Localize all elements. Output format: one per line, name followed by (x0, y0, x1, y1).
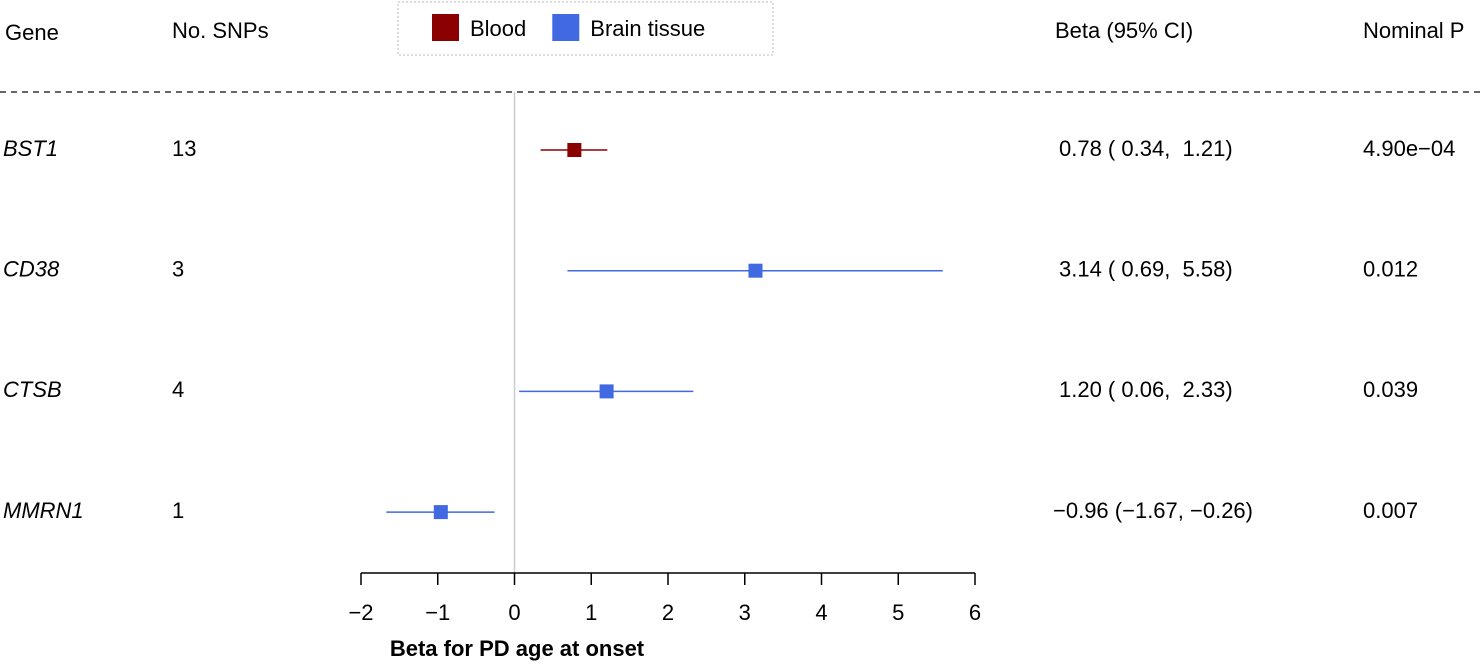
point-estimate (748, 263, 763, 278)
x-tick-label: 3 (739, 600, 751, 625)
legend-label: Brain tissue (590, 16, 705, 41)
legend-swatch (552, 14, 580, 41)
point-estimate (599, 384, 614, 399)
legend-swatch (432, 14, 459, 41)
x-tick-label: 4 (815, 600, 827, 625)
gene-label: MMRN1 (3, 498, 84, 523)
x-tick-label: −1 (425, 600, 450, 625)
x-tick-label: 5 (892, 600, 904, 625)
ci-label: 0.78 ( 0.34, 1.21) (1059, 136, 1233, 161)
ci-label: 1.20 ( 0.06, 2.33) (1059, 377, 1233, 402)
column-header: No. SNPs (172, 18, 269, 43)
legend-box (397, 1, 774, 56)
x-axis-title: Beta for PD age at onset (390, 636, 645, 661)
legend-label: Blood (470, 16, 526, 41)
p-value: 0.039 (1363, 377, 1418, 402)
snp-count: 13 (172, 136, 196, 161)
snp-count: 1 (172, 498, 184, 523)
snp-count: 3 (172, 257, 184, 282)
p-value: 0.012 (1363, 257, 1418, 282)
column-header: Beta (95% CI) (1055, 18, 1193, 43)
column-header: Nominal P (1363, 18, 1464, 43)
snp-count: 4 (172, 377, 184, 402)
x-tick-label: 1 (585, 600, 597, 625)
x-tick-label: 2 (662, 600, 674, 625)
point-estimate (433, 505, 448, 520)
x-tick-label: 6 (969, 600, 981, 625)
gene-label: CTSB (3, 377, 62, 402)
x-tick-label: 0 (508, 600, 520, 625)
x-tick-label: −2 (348, 600, 373, 625)
gene-label: BST1 (3, 136, 58, 161)
column-header: Gene (5, 20, 59, 45)
p-value: 4.90e−04 (1363, 136, 1455, 161)
ci-label: −0.96 (−1.67, −0.26) (1053, 498, 1253, 523)
point-estimate (567, 143, 582, 157)
p-value: 0.007 (1363, 498, 1418, 523)
gene-label: CD38 (3, 257, 60, 282)
ci-label: 3.14 ( 0.69, 5.58) (1059, 257, 1233, 282)
